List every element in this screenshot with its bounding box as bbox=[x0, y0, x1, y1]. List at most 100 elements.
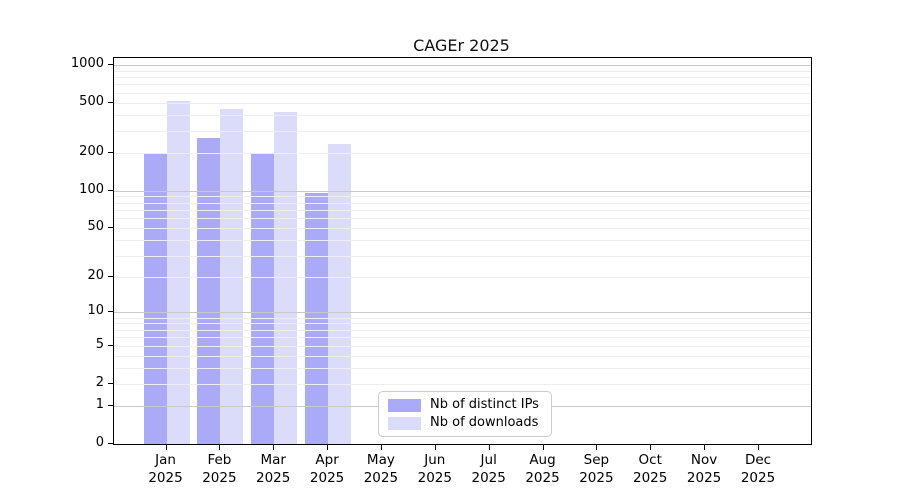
x-axis-tick bbox=[704, 445, 706, 450]
legend-item-distinct-ips: Nb of distinct IPs bbox=[388, 398, 539, 412]
x-tick-label-year: 2025 bbox=[363, 470, 399, 486]
y-tick-label: 1 bbox=[95, 396, 104, 412]
x-tick-label-year: 2025 bbox=[471, 470, 506, 486]
gridline-minor bbox=[114, 92, 811, 94]
x-tick-label-month: Feb bbox=[207, 452, 232, 468]
x-tick-label-year: 2025 bbox=[740, 470, 776, 486]
x-tick-label-month: Jul bbox=[480, 452, 497, 468]
y-tick-label: 10 bbox=[87, 303, 104, 319]
y-axis-tick bbox=[108, 63, 113, 65]
x-tick-label-year: 2025 bbox=[686, 470, 722, 486]
x-tick-label: Apr 2025 bbox=[297, 451, 357, 487]
bar-distinct-ips bbox=[251, 152, 275, 444]
gridline-minor bbox=[114, 152, 811, 154]
x-tick-label-month: Sep bbox=[583, 452, 610, 468]
gridline-minor bbox=[114, 255, 811, 257]
x-tick-label-year: 2025 bbox=[525, 470, 560, 486]
gridline-minor bbox=[114, 337, 811, 339]
x-tick-label-month: Mar bbox=[260, 452, 286, 468]
x-tick-label: Jan 2025 bbox=[136, 451, 196, 487]
y-tick-label: 1000 bbox=[70, 55, 104, 71]
x-tick-label: Aug 2025 bbox=[513, 451, 573, 487]
gridline-minor bbox=[114, 240, 811, 242]
x-tick-label: Jun 2025 bbox=[405, 451, 465, 487]
bar-downloads bbox=[166, 101, 190, 444]
x-axis-tick bbox=[542, 445, 544, 450]
chart-title: CAGEr 2025 bbox=[413, 36, 510, 55]
bar-downloads bbox=[328, 144, 352, 444]
x-tick-label-month: Aug bbox=[529, 452, 556, 468]
x-tick-label: Nov 2025 bbox=[674, 451, 734, 487]
x-tick-label-month: May bbox=[366, 452, 395, 468]
gridline-minor bbox=[114, 345, 811, 347]
x-tick-label-year: 2025 bbox=[148, 470, 183, 486]
y-axis-tick bbox=[108, 227, 113, 229]
gridline-minor bbox=[114, 367, 811, 369]
y-tick-label: 20 bbox=[87, 267, 104, 283]
plot-area bbox=[113, 57, 812, 445]
x-tick-label-year: 2025 bbox=[579, 470, 614, 486]
x-axis-tick bbox=[273, 445, 275, 450]
x-axis-tick bbox=[327, 445, 329, 450]
gridline-minor bbox=[114, 70, 811, 72]
x-tick-label-year: 2025 bbox=[202, 470, 237, 486]
y-axis-tick bbox=[108, 101, 113, 103]
y-axis-tick bbox=[108, 382, 113, 384]
gridline-minor bbox=[114, 210, 811, 211]
y-tick-label: 100 bbox=[79, 181, 104, 197]
x-axis-tick bbox=[488, 445, 490, 450]
x-tick-label-year: 2025 bbox=[309, 470, 345, 486]
y-axis-tick bbox=[108, 275, 113, 277]
bar-distinct-ips bbox=[143, 152, 167, 444]
y-tick-label: 0 bbox=[95, 435, 104, 450]
gridline-minor bbox=[114, 323, 811, 325]
y-tick-label: 2 bbox=[95, 374, 104, 390]
gridline-major bbox=[114, 64, 811, 66]
gridline-minor bbox=[114, 102, 811, 104]
bar-distinct-ips bbox=[197, 137, 221, 444]
y-tick-label: 50 bbox=[87, 219, 104, 235]
x-axis-tick bbox=[650, 445, 652, 450]
x-tick-label: Jul 2025 bbox=[459, 451, 519, 487]
x-tick-label-month: Nov bbox=[690, 452, 718, 468]
y-axis-tick bbox=[108, 443, 113, 444]
gridline-minor bbox=[114, 228, 811, 230]
x-axis-tick bbox=[219, 445, 221, 450]
y-axis-tick bbox=[108, 151, 113, 153]
legend-swatch-downloads bbox=[388, 416, 421, 430]
gridline-minor bbox=[114, 202, 811, 204]
x-tick-label-month: Apr bbox=[315, 452, 339, 468]
x-tick-label: May 2025 bbox=[351, 451, 411, 487]
bar-downloads bbox=[220, 109, 244, 444]
x-tick-label: Feb 2025 bbox=[189, 451, 249, 487]
gridline-minor bbox=[114, 84, 811, 86]
gridline-minor bbox=[114, 196, 811, 198]
gridline-major bbox=[114, 312, 811, 314]
x-tick-label: Sep 2025 bbox=[566, 451, 626, 487]
legend-label-distinct-ips: Nb of distinct IPs bbox=[430, 397, 539, 412]
gridline-minor bbox=[114, 317, 811, 319]
x-axis-tick bbox=[380, 445, 382, 450]
legend-item-downloads: Nb of downloads bbox=[388, 416, 539, 430]
y-axis-tick bbox=[108, 311, 113, 313]
legend: Nb of distinct IPs Nb of downloads bbox=[378, 391, 552, 437]
y-tick-label: 500 bbox=[79, 93, 104, 109]
gridline-minor bbox=[114, 130, 811, 132]
x-tick-label-year: 2025 bbox=[417, 470, 452, 486]
gridline-major bbox=[114, 190, 811, 192]
x-tick-label-year: 2025 bbox=[256, 470, 291, 486]
gridline-minor bbox=[114, 329, 811, 331]
x-axis-tick bbox=[758, 445, 759, 450]
y-axis-tick bbox=[108, 189, 113, 191]
y-axis-tick bbox=[108, 404, 113, 406]
x-axis-tick bbox=[434, 445, 436, 450]
x-tick-label-month: Dec bbox=[744, 452, 772, 468]
legend-swatch-distinct-ips bbox=[388, 398, 421, 412]
gridline-minor bbox=[114, 76, 811, 78]
bar-downloads bbox=[274, 112, 298, 444]
x-tick-label: Dec 2025 bbox=[728, 451, 788, 487]
gridline-minor bbox=[114, 383, 811, 385]
y-tick-label: 5 bbox=[95, 336, 104, 352]
x-tick-label-month: Oct bbox=[638, 452, 662, 468]
